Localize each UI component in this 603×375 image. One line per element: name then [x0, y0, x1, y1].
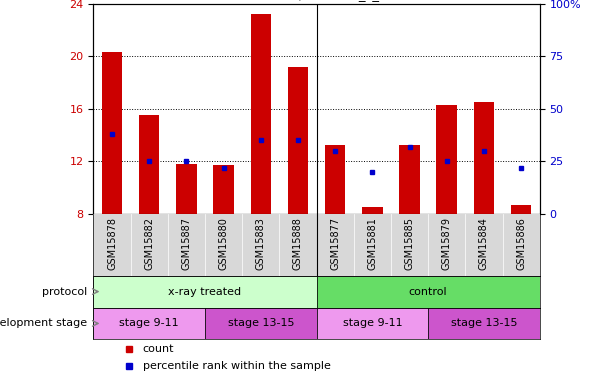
Text: GSM15885: GSM15885: [405, 217, 414, 270]
Text: stage 13-15: stage 13-15: [227, 318, 294, 328]
Text: GSM15882: GSM15882: [144, 217, 154, 270]
Bar: [176, 164, 197, 214]
Bar: [93, 308, 205, 339]
Bar: [213, 165, 234, 214]
Text: GSM15883: GSM15883: [256, 217, 266, 270]
Text: development stage: development stage: [0, 318, 87, 328]
Bar: [317, 276, 540, 308]
Text: GSM15888: GSM15888: [293, 217, 303, 270]
Text: GSM15887: GSM15887: [182, 217, 191, 270]
Text: protocol: protocol: [42, 286, 87, 297]
Bar: [93, 276, 317, 308]
Bar: [474, 102, 494, 214]
Bar: [437, 105, 457, 214]
Bar: [102, 52, 122, 214]
Text: GSM15880: GSM15880: [219, 217, 229, 270]
Bar: [251, 14, 271, 214]
Text: GSM15881: GSM15881: [367, 217, 377, 270]
Bar: [511, 204, 531, 214]
Bar: [362, 207, 382, 214]
Text: control: control: [409, 286, 447, 297]
Text: x-ray treated: x-ray treated: [168, 286, 242, 297]
Text: count: count: [142, 344, 174, 354]
Text: GSM15877: GSM15877: [330, 217, 340, 270]
Bar: [205, 308, 317, 339]
Title: GDS602 / 147115_s_at: GDS602 / 147115_s_at: [241, 0, 393, 1]
Bar: [428, 308, 540, 339]
Bar: [288, 67, 308, 214]
Text: stage 9-11: stage 9-11: [119, 318, 179, 328]
Bar: [139, 115, 159, 214]
Bar: [399, 146, 420, 214]
Text: percentile rank within the sample: percentile rank within the sample: [142, 362, 330, 372]
Text: GSM15879: GSM15879: [442, 217, 452, 270]
Text: GSM15886: GSM15886: [516, 217, 526, 270]
Text: GSM15878: GSM15878: [107, 217, 117, 270]
Bar: [317, 308, 428, 339]
Text: stage 13-15: stage 13-15: [450, 318, 517, 328]
Text: GSM15884: GSM15884: [479, 217, 489, 270]
Text: stage 9-11: stage 9-11: [343, 318, 402, 328]
Bar: [325, 146, 346, 214]
